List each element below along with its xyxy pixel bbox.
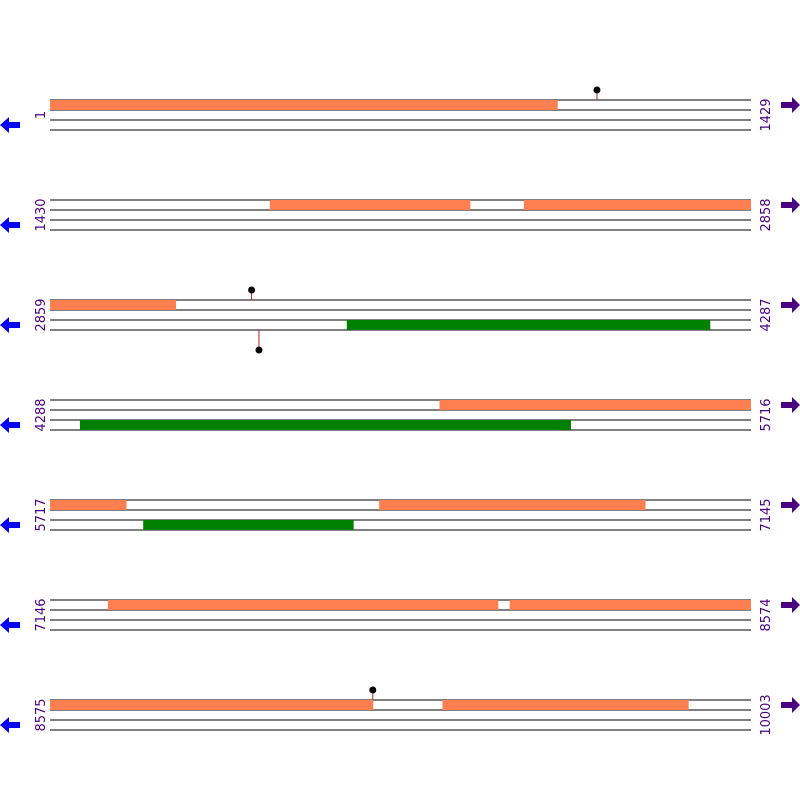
forward-feature-bar [269,200,471,210]
arrow-right-icon [781,297,800,313]
row-end-label: 8574 [759,598,774,631]
site-marker-dot [369,686,377,694]
site-marker-dot [593,86,601,94]
reverse-feature-bar [143,520,354,530]
arrow-left-icon [0,317,20,333]
row-end-label: 7145 [759,498,774,531]
arrow-left-icon [0,117,20,133]
arrow-left-icon [0,717,20,733]
row-end-label: 5716 [759,398,774,431]
site-marker-dot [248,286,256,294]
forward-feature-bar [442,700,689,710]
row-end-label: 2858 [759,198,774,231]
forward-feature-bar [439,400,751,410]
arrow-right-icon [781,697,800,713]
arrow-left-icon [0,417,20,433]
forward-feature-bar [50,300,177,310]
row-end-label: 4287 [759,298,774,331]
forward-feature-bar [107,600,499,610]
arrow-right-icon [781,497,800,513]
row-start-label: 5717 [34,498,49,531]
row-start-label: 2859 [34,298,49,331]
row-start-label: 7146 [34,598,49,631]
forward-feature-bar [523,200,751,210]
reverse-feature-bar [79,420,571,430]
arrow-left-icon [0,617,20,633]
arrow-right-icon [781,97,800,113]
forward-feature-bar [50,500,127,510]
row-start-label: 8575 [34,698,49,731]
forward-feature-bar [50,100,558,110]
arrow-left-icon [0,517,20,533]
row-start-label: 1430 [34,198,49,231]
arrow-right-icon [781,197,800,213]
forward-feature-bar [50,700,374,710]
reverse-feature-bar [346,320,711,330]
arrow-right-icon [781,597,800,613]
row-end-label: 1429 [759,98,774,131]
site-marker-dot [255,346,263,354]
row-start-label: 4288 [34,398,49,431]
row-end-label: 10003 [759,694,774,735]
arrow-right-icon [781,397,800,413]
forward-feature-bar [509,600,751,610]
arrow-left-icon [0,217,20,233]
row-start-label: 1 [34,111,49,119]
forward-feature-bar [379,500,646,510]
